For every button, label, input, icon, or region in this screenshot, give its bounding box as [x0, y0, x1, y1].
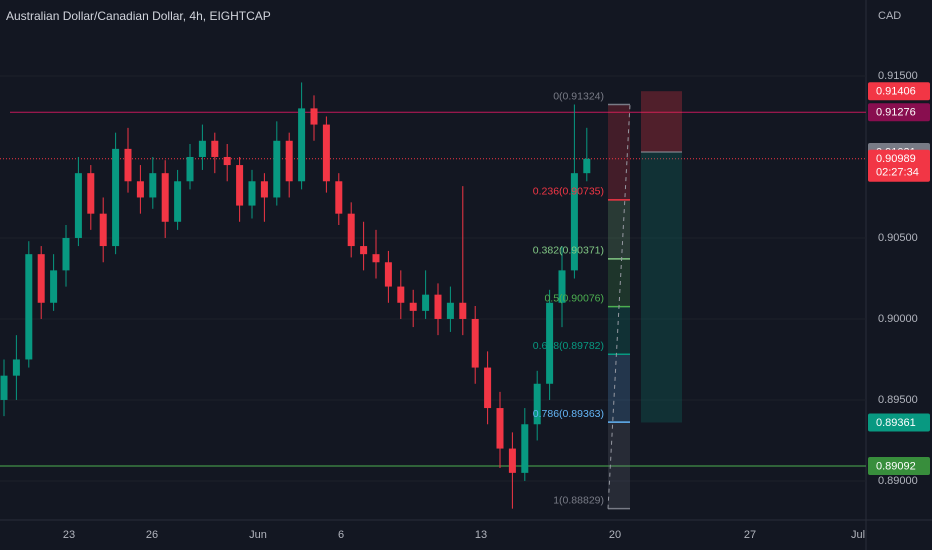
candle-body: [533, 383, 541, 425]
fib-label: 0.618(0.89782): [533, 340, 604, 352]
x-tick-label: 23: [63, 529, 75, 541]
candle-body: [260, 181, 268, 198]
candle-body: [335, 181, 343, 214]
fib-band: [608, 422, 630, 509]
fib-trend-line: [607, 104, 631, 509]
candle-body: [409, 302, 417, 311]
x-tick-label: 13: [475, 529, 487, 541]
candle-body: [223, 156, 231, 166]
candle-body: [322, 124, 330, 182]
candle-body: [112, 148, 120, 247]
fib-label: 0(0.91324): [553, 90, 604, 102]
candle-body: [446, 302, 454, 319]
fib-band: [608, 354, 630, 423]
candle-body: [87, 173, 95, 214]
candle-body: [310, 108, 318, 125]
candle-body: [273, 140, 281, 198]
countdown: 02:27:34: [876, 167, 919, 179]
candle-body: [186, 156, 194, 182]
candle-body: [384, 262, 392, 287]
hline-label-bg: [868, 457, 930, 476]
candle-body: [471, 318, 479, 368]
x-tick-label: 6: [338, 529, 344, 541]
candle-body: [62, 237, 70, 271]
candle-body: [347, 213, 355, 247]
target-label: 0.89361: [876, 417, 916, 429]
candle-body: [136, 181, 144, 198]
candle-body: [298, 108, 306, 182]
candle-body: [508, 448, 516, 473]
current-price-label: 0.90989: [876, 153, 916, 165]
candle-body: [397, 286, 405, 303]
x-tick-label: 27: [744, 529, 756, 541]
candle-body: [161, 173, 169, 222]
candle-body: [12, 359, 20, 376]
x-tick-label: Jul: [851, 529, 865, 541]
candle-body: [372, 254, 380, 263]
candle-body: [124, 148, 132, 182]
candle-body: [50, 270, 58, 303]
stop-zone: [641, 91, 682, 152]
fib-label: 0.236(0.90735): [533, 186, 604, 198]
y-tick-label: 0.89000: [878, 475, 918, 487]
fib-label: 0.786(0.89363): [533, 408, 604, 420]
price-axis: 0.91500 0.90500 0.90000 0.89500 0.89000 0.914…: [868, 70, 930, 487]
candle-body: [496, 408, 504, 449]
candle-body: [248, 181, 256, 206]
current-price-bg: [868, 149, 930, 182]
fib-label: 0.5(0.90076): [544, 292, 604, 304]
candle-body: [37, 254, 45, 303]
candle-body: [583, 158, 591, 174]
candle-body: [484, 367, 492, 409]
fib-band: [608, 306, 630, 355]
y-tick-label: 0.91500: [878, 70, 918, 82]
hline-label-bg: [868, 103, 930, 122]
candle-body: [422, 294, 430, 311]
candle-body: [198, 140, 206, 157]
x-tick-label: 20: [609, 529, 621, 541]
candle-body: [0, 375, 8, 400]
fib-band: [608, 199, 630, 259]
candle-body: [174, 181, 182, 222]
candle-body: [74, 173, 82, 238]
hline-label: 0.91276: [876, 107, 916, 119]
y-tick-label: 0.90000: [878, 313, 918, 325]
candle-body: [546, 302, 554, 384]
fib-band: [608, 258, 630, 307]
candle-body: [236, 165, 244, 206]
plot: 0(0.91324) 0.236(0.90735) 0.382(0.90371) 0.…: [0, 75, 866, 510]
candle-body: [434, 294, 442, 319]
x-tick-label: 26: [146, 529, 158, 541]
fib-band: [608, 104, 630, 200]
hline-label: 0.89092: [876, 460, 916, 472]
candle-body: [211, 140, 219, 157]
y-tick-label: 0.90500: [878, 232, 918, 244]
candle-body: [459, 302, 467, 319]
candle-body: [99, 213, 107, 247]
candle-body: [521, 424, 529, 473]
fib-label: 0.382(0.90371): [533, 245, 604, 257]
target-label-bg: [868, 413, 930, 432]
target-zone: [641, 151, 682, 423]
chart-title: Australian Dollar/Canadian Dollar, 4h, E…: [6, 9, 271, 23]
candle-body: [149, 173, 157, 198]
candle-body: [570, 173, 578, 271]
y-tick-label: 0.89500: [878, 394, 918, 406]
candle-body: [285, 140, 293, 182]
candle-body: [360, 246, 368, 255]
fib-label: 1(0.88829): [553, 494, 604, 506]
x-tick-label: Jun: [249, 529, 267, 541]
candle-body: [558, 270, 566, 303]
stop-label-bg: [868, 82, 930, 101]
stop-label: 0.91406: [876, 86, 916, 98]
candle-body: [25, 254, 33, 360]
currency: CAD: [878, 10, 901, 22]
